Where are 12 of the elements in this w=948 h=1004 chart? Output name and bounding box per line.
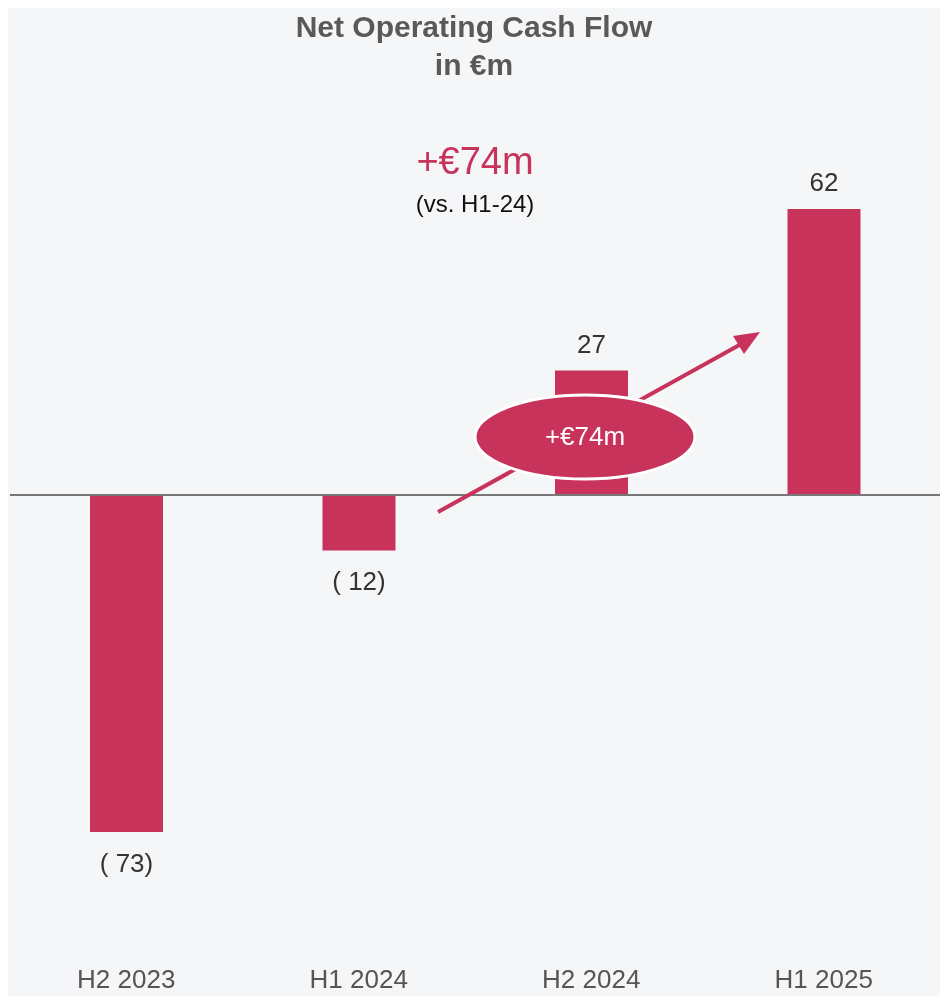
data-label: 62 (809, 167, 839, 197)
x-tick-label: H2 2023 (77, 964, 176, 994)
annotation: +€74m (543, 421, 627, 452)
text: +€74m (415, 140, 535, 183)
data-label: ( 12) (332, 566, 386, 597)
x-tick-label: H1 2024 (309, 964, 408, 994)
annotation: (vs. H1-24) (414, 190, 536, 218)
data-label: 27 (577, 328, 606, 359)
x-tick-label: H2 2024 (542, 964, 641, 994)
chart-title: Net Operating Cash Flow in €m (294, 9, 654, 83)
x-tick-label: H1 2025 (774, 964, 873, 994)
data-label: ( 73) (99, 848, 154, 878)
